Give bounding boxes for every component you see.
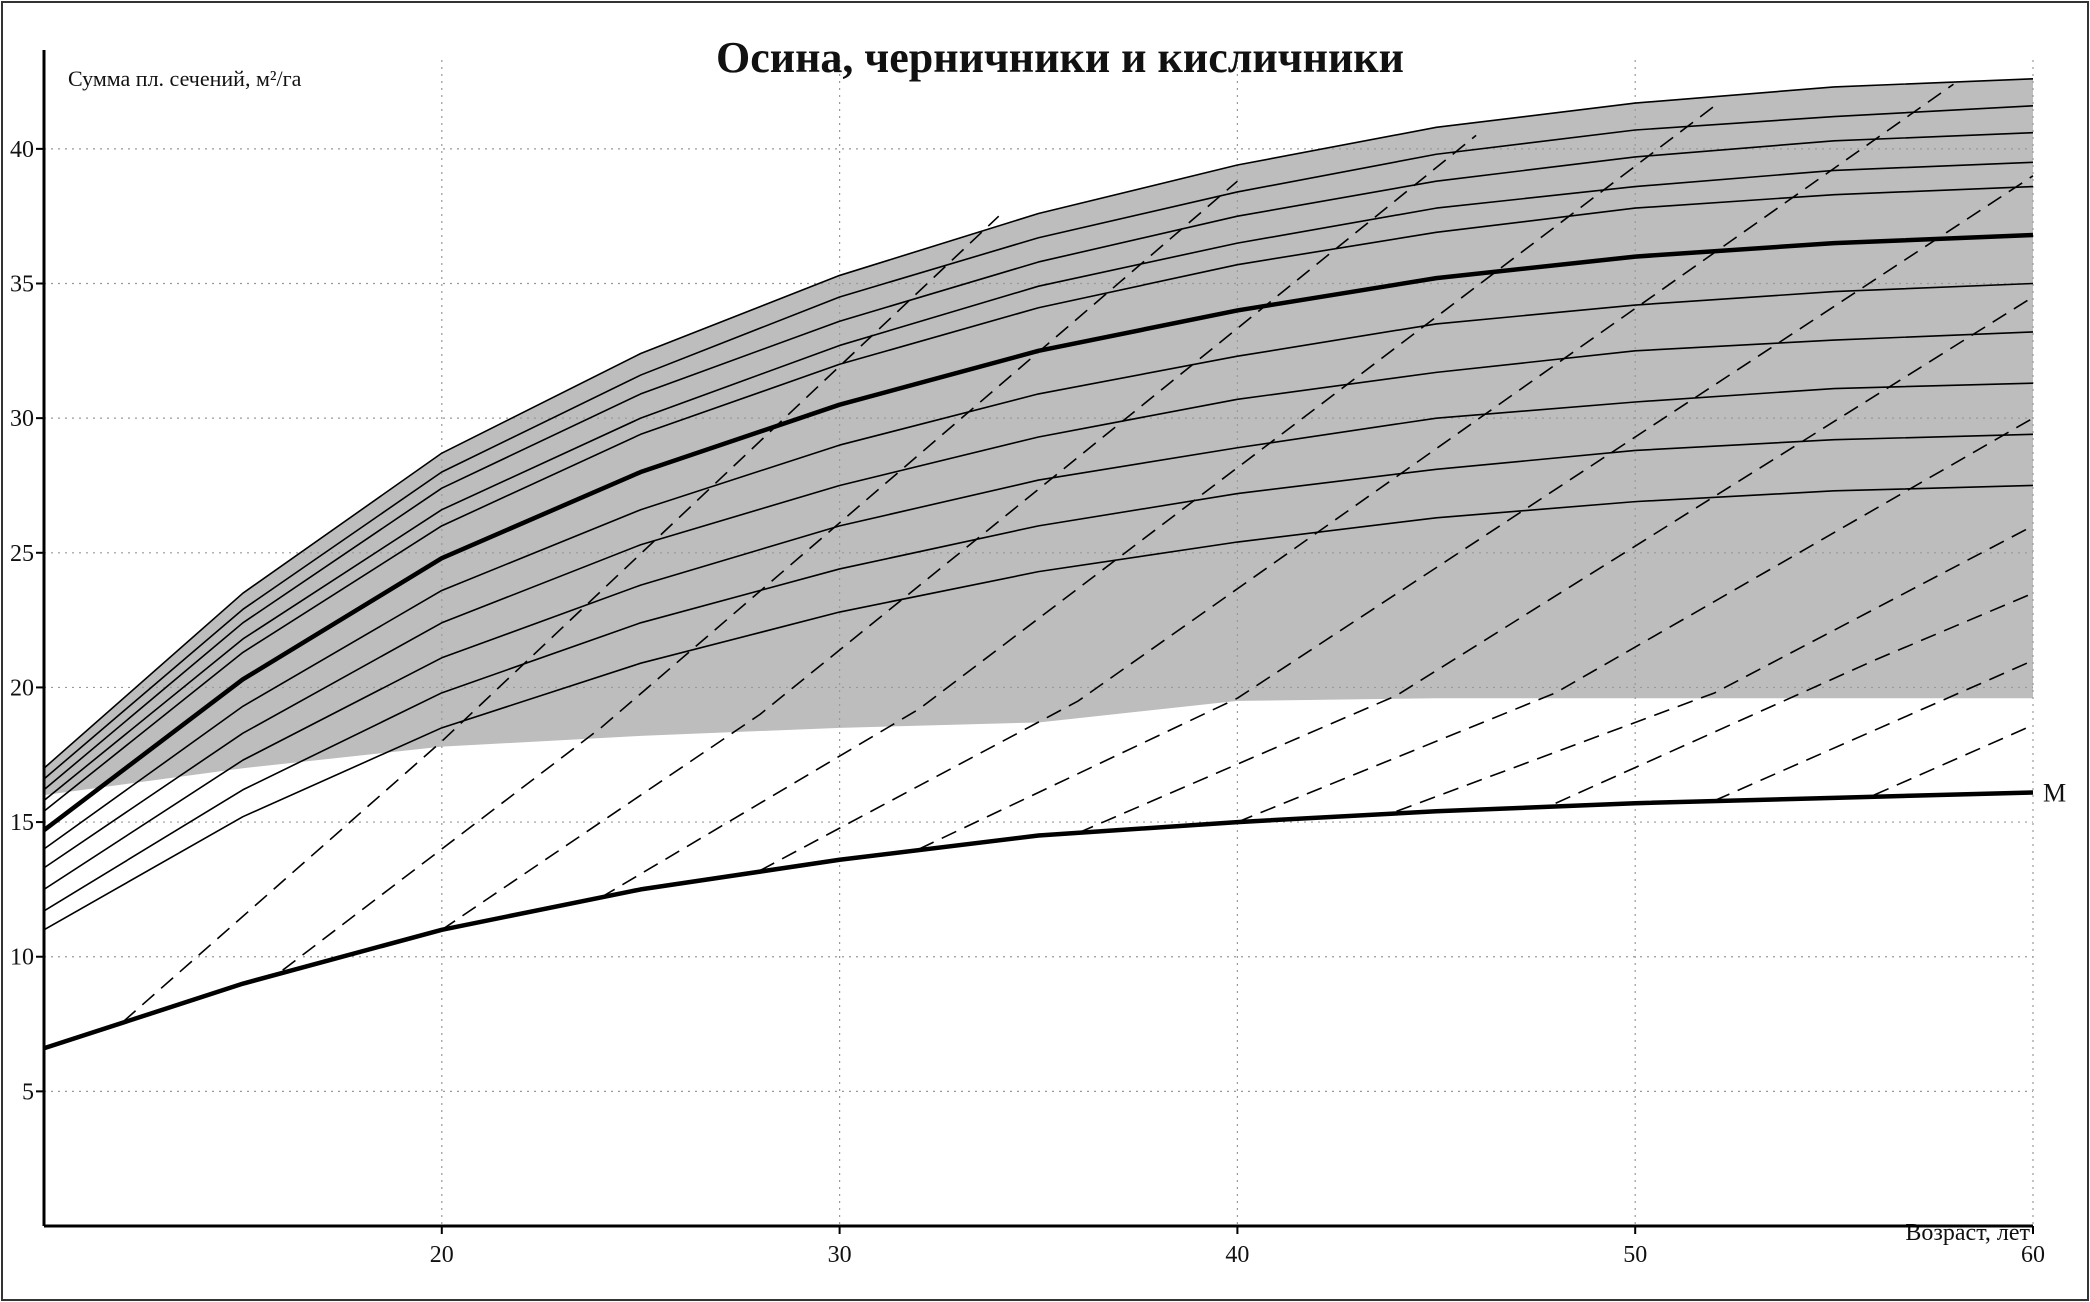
thin-line	[43, 484, 2034, 931]
y-axis-label: Сумма пл. сечений, м²/га	[68, 66, 302, 91]
x-tick-label: 30	[828, 1242, 852, 1268]
bold-line	[42, 232, 2034, 832]
dashed-line	[282, 180, 1238, 971]
thin-line	[43, 78, 2034, 769]
y-tick-label: 10	[10, 945, 34, 971]
thin-line	[43, 282, 2034, 850]
thin-line	[43, 185, 2034, 812]
dashed-line	[759, 83, 1954, 872]
y-tick-label: 35	[10, 272, 34, 298]
dashed-line	[600, 105, 1716, 899]
thin-line	[43, 161, 2034, 802]
x-tick-label: 20	[430, 1242, 454, 1268]
dashed-line	[918, 175, 2034, 850]
dashed-line	[1555, 592, 2034, 804]
thin-line	[43, 382, 2034, 891]
thin-line	[43, 131, 2034, 791]
thin-line	[43, 104, 2034, 780]
x-axis-label: Возраст, лет	[1905, 1220, 2030, 1246]
x-tick-label: 60	[2021, 1242, 2045, 1268]
dashed-line	[123, 215, 1000, 1022]
thin-line	[43, 331, 2034, 869]
y-tick-label: 25	[10, 541, 34, 567]
dashed-line	[1396, 525, 2034, 813]
y-tick-label: 40	[10, 137, 34, 163]
bold-line	[43, 790, 2034, 1051]
y-tick-label: 30	[10, 406, 34, 432]
dashed-line	[1714, 659, 2034, 802]
dashed-line	[1873, 724, 2034, 796]
dashed-line	[441, 134, 1477, 931]
series-label: M	[2043, 778, 2066, 807]
chart-title: Осина, черничники и кисличники	[716, 33, 1404, 82]
x-tick-label: 40	[1225, 1242, 1249, 1268]
dashed-line	[1237, 417, 2034, 823]
y-tick-label: 5	[22, 1079, 34, 1105]
y-tick-label: 15	[10, 810, 34, 836]
x-tick-label: 50	[1623, 1242, 1647, 1268]
thin-line	[43, 433, 2034, 912]
dashed-line	[1077, 296, 2034, 834]
y-tick-label: 20	[10, 675, 34, 701]
